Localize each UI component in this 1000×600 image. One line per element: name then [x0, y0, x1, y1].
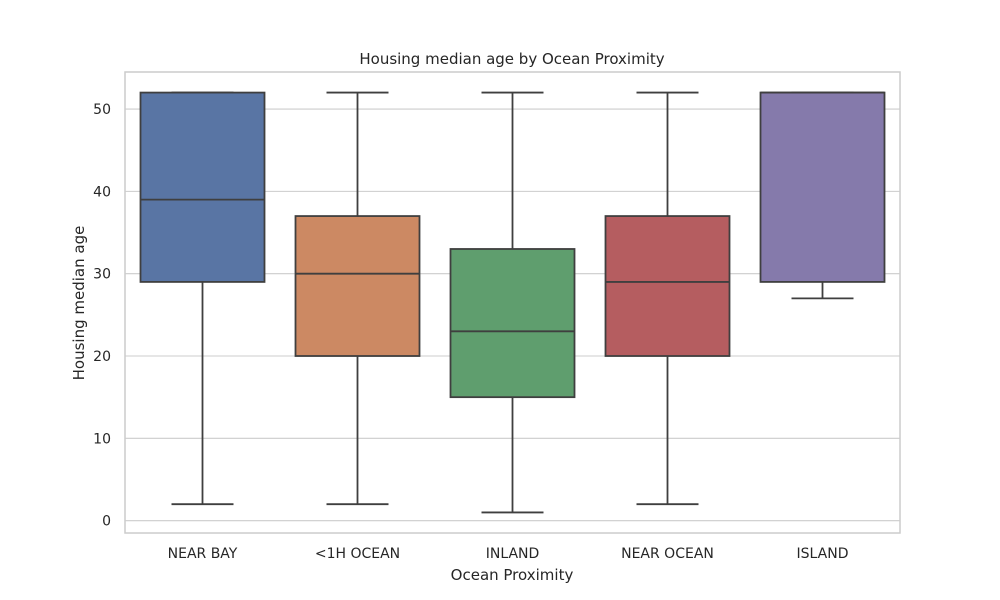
box-group — [759, 91, 886, 300]
y-tick-label: 40 — [93, 184, 111, 200]
y-tick-label: 50 — [93, 102, 111, 118]
x-tick-label: ISLAND — [797, 546, 849, 562]
plot-frame — [124, 71, 901, 534]
y-tick-label: 30 — [93, 267, 111, 283]
box — [294, 215, 421, 357]
box — [139, 91, 266, 283]
x-axis-label: Ocean Proximity — [451, 566, 574, 584]
box — [759, 91, 886, 283]
box-group — [604, 91, 731, 506]
boxes-layer — [139, 91, 886, 514]
x-tick-label: <1H OCEAN — [315, 546, 400, 562]
box-group — [449, 91, 576, 514]
x-tick-label: NEAR OCEAN — [621, 546, 714, 562]
box — [449, 248, 576, 399]
box-group — [294, 91, 421, 506]
chart-title: Housing median age by Ocean Proximity — [359, 50, 664, 68]
y-tick-label: 0 — [102, 514, 111, 530]
x-tick-label: INLAND — [486, 546, 540, 562]
y-axis-label: Housing median age — [70, 226, 88, 381]
y-tick-label: 10 — [93, 431, 111, 447]
box-group — [139, 91, 266, 506]
ticks-layer: 0 10 20 30 40 50 NEAR BAY <1H OCEAN INLAND NEAR O… — [93, 102, 848, 562]
x-tick-label: NEAR BAY — [168, 546, 238, 562]
box — [604, 215, 731, 357]
y-tick-label: 20 — [93, 349, 111, 365]
